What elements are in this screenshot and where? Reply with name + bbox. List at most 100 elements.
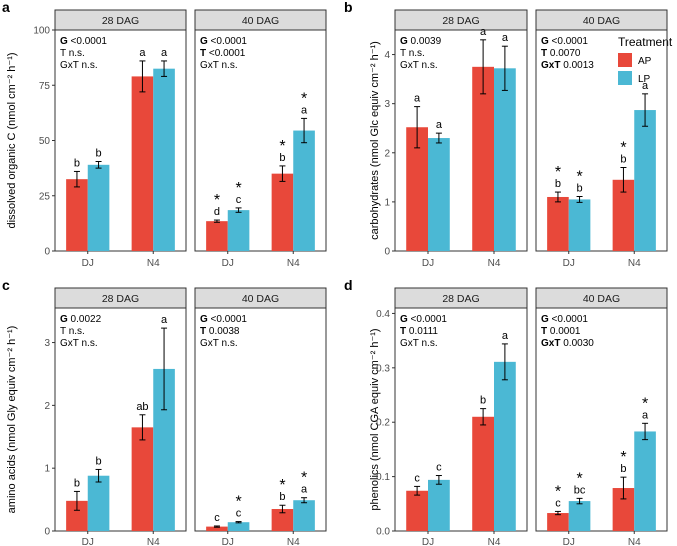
significance-star: * (235, 494, 241, 511)
bar-ap-dj (406, 127, 428, 251)
bar-ap-dj (547, 513, 569, 531)
significance-letter: b (279, 491, 285, 503)
stat-line: T 0.0001 (541, 326, 581, 337)
significance-letter: c (236, 508, 242, 520)
bar-ap-n4 (131, 76, 154, 251)
significance-star: * (642, 395, 648, 412)
facet-strip-label: 40 DAG (242, 293, 279, 305)
stat-line: G <0.0001 (200, 314, 247, 325)
facet-frame (535, 29, 668, 252)
stat-line: GxT n.s. (200, 60, 238, 71)
y-tick-label: 1 (44, 464, 50, 475)
stat-line: T 0.0111 (400, 326, 438, 337)
y-tick-label: 0.3 (376, 363, 390, 374)
x-tick-label: DJ (82, 258, 94, 269)
panel-letter: d (344, 277, 353, 293)
bar-ap-n4 (612, 488, 635, 531)
facet-strip-label: 28 DAG (102, 15, 139, 27)
x-tick-label: N4 (147, 537, 160, 546)
significance-letter: c (236, 194, 242, 206)
significance-letter: b (279, 152, 285, 164)
significance-letter: a (161, 47, 168, 59)
x-tick-label: N4 (488, 537, 501, 546)
significance-star: * (214, 192, 220, 209)
bar-ap-dj (206, 526, 228, 531)
significance-letter: a (414, 93, 421, 105)
significance-star: * (576, 168, 582, 185)
bar-lp-dj (227, 210, 250, 251)
significance-letter: b (620, 463, 626, 475)
facet-frame (535, 307, 668, 532)
panel-letter: b (344, 0, 353, 15)
bar-lp-n4 (153, 368, 175, 531)
significance-star: * (301, 90, 307, 107)
legend-title: Treatment (618, 35, 673, 49)
stat-line: GxT n.s. (400, 60, 438, 71)
bar-ap-n4 (472, 416, 494, 531)
bar-ap-dj (206, 221, 228, 251)
stat-line: G <0.0001 (541, 36, 588, 47)
significance-letter: b (480, 395, 486, 407)
stat-line: G <0.0001 (541, 314, 588, 325)
bar-ap-n4 (271, 509, 294, 531)
y-tick-label: 25 (39, 191, 51, 202)
significance-star: * (620, 140, 626, 157)
significance-letter: a (301, 104, 308, 116)
significance-letter: c (214, 512, 220, 524)
facet-frame (394, 307, 528, 532)
panel-letter: c (2, 277, 10, 293)
stat-line: G 0.0039 (400, 36, 442, 47)
significance-letter: c (436, 462, 442, 474)
bar-lp-dj (227, 522, 250, 531)
significance-star: * (620, 449, 626, 466)
bar-ap-dj (406, 490, 428, 531)
bar-lp-n4 (634, 110, 656, 251)
significance-letter: b (576, 182, 582, 194)
significance-star: * (279, 138, 285, 155)
x-tick-label: DJ (222, 537, 234, 546)
stat-line: GxT n.s. (400, 338, 438, 349)
y-axis-title: carbohydrates (nmol Glc equiv cm⁻² h⁻¹) (369, 41, 381, 240)
facet-strip-label: 28 DAG (442, 15, 479, 27)
significance-star: * (576, 470, 582, 487)
bar-lp-dj (568, 199, 591, 251)
panel-d: d phenolics (nmol CGA equiv cm⁻² h⁻¹) 0.0 0… (344, 277, 668, 546)
significance-letter: b (74, 157, 80, 169)
significance-letter: a (301, 484, 308, 496)
facet-frame (194, 307, 327, 532)
bar-lp-n4 (293, 500, 315, 531)
significance-letter: d (214, 206, 220, 218)
significance-letter: c (555, 497, 561, 509)
facet-strip-label: 40 DAG (583, 293, 620, 305)
legend-swatch-ap (618, 53, 632, 67)
stat-line: G <0.0001 (60, 36, 107, 47)
y-tick-label: 50 (39, 136, 51, 147)
y-tick-label: 75 (39, 81, 51, 92)
stat-line: T <0.0001 (200, 48, 246, 59)
stat-line: T n.s. (400, 48, 425, 59)
significance-letter: b (95, 455, 101, 467)
y-tick-label: 0 (44, 527, 50, 538)
stat-line: GxT 0.0013 (541, 60, 594, 71)
y-tick-label: 0.4 (376, 309, 390, 320)
significance-letter: bc (574, 484, 586, 496)
y-tick-label: 100 (33, 26, 50, 37)
bar-lp-dj (568, 501, 591, 531)
y-tick-label: 0.2 (376, 418, 390, 429)
panel-b: b carbohydrates (nmol Glc equiv cm⁻² h⁻¹)… (344, 0, 668, 269)
legend-label-ap: AP (638, 56, 652, 67)
bar-ap-n4 (472, 66, 494, 251)
facet-frame (54, 307, 187, 532)
legend-label-lp: LP (638, 74, 651, 85)
stat-line: G 0.0022 (60, 314, 102, 325)
bar-lp-n4 (494, 361, 516, 531)
bar-ap-n4 (131, 427, 154, 531)
significance-letter: a (139, 47, 146, 59)
facet-strip-label: 40 DAG (242, 15, 279, 27)
